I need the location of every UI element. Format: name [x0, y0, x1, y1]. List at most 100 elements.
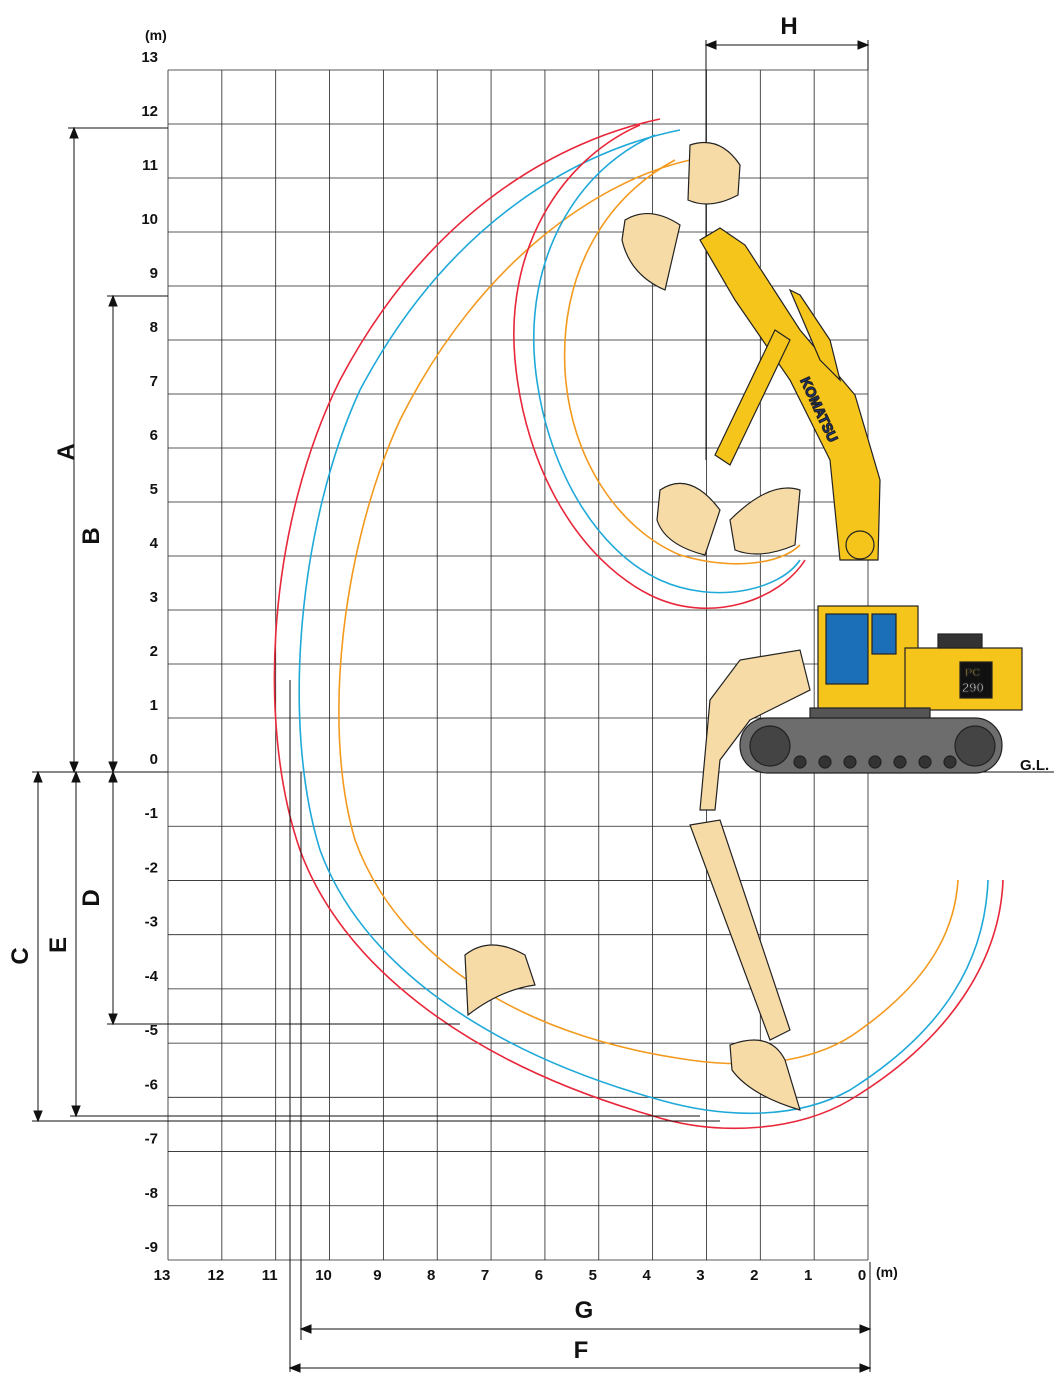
y-tick-label: -7: [145, 1131, 158, 1148]
dim-g-arrow-right: [859, 1324, 872, 1334]
dim-a-arrow-bottom: [69, 761, 79, 774]
x-tick-label: 2: [750, 1267, 758, 1284]
y-tick-label: 4: [150, 535, 159, 552]
inner-envelope-red: [513, 124, 806, 609]
y-tick-label: 1: [150, 697, 158, 714]
track-roller: [893, 755, 907, 769]
y-tick-label: -9: [145, 1239, 158, 1256]
track-roller: [868, 755, 882, 769]
envelope-long-arm: [273, 118, 1004, 1130]
bucket-dig-1: [656, 482, 721, 556]
inner-envelope-blue: [533, 134, 801, 594]
dim-e-arrow-bottom: [71, 1105, 81, 1118]
y-tick-label: 9: [150, 265, 158, 282]
excavator-lower-pose: [464, 649, 811, 1111]
dim-label-c: C: [7, 947, 34, 964]
track-roller: [818, 755, 832, 769]
y-tick-label: 11: [142, 157, 158, 174]
arm-lower: [689, 819, 791, 1041]
dim-label-f: F: [574, 1337, 589, 1364]
model-badge-bottom: 290: [962, 680, 984, 695]
dim-c-arrow-bottom: [33, 1110, 43, 1123]
idler-wheel: [749, 725, 791, 767]
bucket-mid: [621, 213, 681, 291]
x-tick-label: 12: [208, 1267, 225, 1284]
sprocket-wheel: [954, 725, 996, 767]
dim-h-arrow-right: [857, 40, 870, 50]
y-tick-label: 5: [150, 481, 158, 498]
cab-window-left: [825, 613, 869, 685]
x-tick-label: 3: [696, 1267, 704, 1284]
x-tick-label: 6: [535, 1267, 543, 1284]
y-tick-label: -8: [145, 1185, 158, 1202]
dim-e-arrow-top: [71, 770, 81, 783]
bucket-reach: [464, 944, 536, 1017]
boom-cylinder: [788, 288, 842, 382]
x-tick-label: 9: [373, 1267, 381, 1284]
dim-f-arrow-right: [859, 1363, 872, 1373]
arm-upper: [714, 329, 791, 466]
x-axis-ticks: 13 12 11 10 9 8 7 6 5 4 3 2 1 0: [154, 1267, 867, 1284]
y-tick-label: 0: [150, 751, 158, 768]
x-tick-label: 10: [315, 1267, 332, 1284]
dim-label-b: B: [78, 527, 105, 544]
bucket-dig-2: [729, 487, 801, 555]
bucket-bottom: [729, 1039, 801, 1111]
dim-b-arrow-top: [108, 294, 118, 307]
inner-envelope-orange: [563, 159, 801, 565]
dim-label-d: D: [78, 889, 105, 906]
track-roller: [793, 755, 807, 769]
y-tick-label: 13: [141, 49, 158, 66]
boom-upper: [699, 227, 881, 561]
boom-pivot: [845, 530, 875, 560]
dim-d-arrow-bottom: [108, 1013, 118, 1026]
dim-label-e: E: [45, 937, 72, 953]
dimension-lines: [32, 40, 1054, 1373]
track-rollers: [793, 755, 957, 769]
dim-label-h: H: [780, 13, 797, 40]
y-tick-label: 10: [141, 211, 158, 228]
dim-h-arrow-left: [704, 40, 717, 50]
excavator-upper-pose: KOMATSU: [621, 141, 881, 561]
digging-envelopes: [273, 118, 1004, 1130]
y-tick-label: -1: [145, 805, 158, 822]
dim-f-arrow-left: [288, 1363, 301, 1373]
track-roller: [943, 755, 957, 769]
y-tick-label: 12: [141, 103, 158, 120]
x-tick-label: 11: [262, 1267, 278, 1284]
y-tick-label: -2: [145, 859, 158, 876]
envelope-short-arm: [338, 159, 959, 1065]
dim-a-arrow-top: [69, 126, 79, 139]
x-axis-unit: (m): [876, 1264, 898, 1280]
y-tick-label: 2: [150, 643, 158, 660]
y-tick-label: 3: [150, 589, 158, 606]
envelope-standard-arm: [298, 129, 989, 1115]
dim-c-arrow-top: [33, 770, 43, 783]
y-axis-unit: (m): [145, 27, 167, 43]
y-tick-label: -4: [145, 968, 159, 985]
y-tick-label: -3: [145, 914, 158, 931]
cab-window-right: [871, 613, 897, 655]
ground-level-label: G.L.: [1020, 757, 1049, 774]
model-badge-top: PC: [965, 667, 980, 679]
track-roller: [843, 755, 857, 769]
track-roller: [918, 755, 932, 769]
dim-label-g: G: [575, 1297, 594, 1324]
x-tick-label: 5: [589, 1267, 597, 1284]
excavator-body: PC 290: [739, 605, 1023, 774]
y-tick-label: 6: [150, 427, 158, 444]
x-tick-label: 8: [427, 1267, 435, 1284]
x-tick-label: 0: [858, 1267, 866, 1284]
x-tick-label: 13: [154, 1267, 171, 1284]
dim-b-arrow-bottom: [108, 761, 118, 774]
y-tick-label: 7: [150, 373, 158, 390]
y-tick-label: 8: [150, 319, 158, 336]
y-tick-label: -6: [145, 1076, 158, 1093]
dim-label-a: A: [53, 443, 80, 460]
model-badge: [959, 661, 993, 699]
dim-g-arrow-left: [299, 1324, 312, 1334]
bucket-top: [687, 141, 741, 205]
y-tick-label: -5: [145, 1022, 158, 1039]
